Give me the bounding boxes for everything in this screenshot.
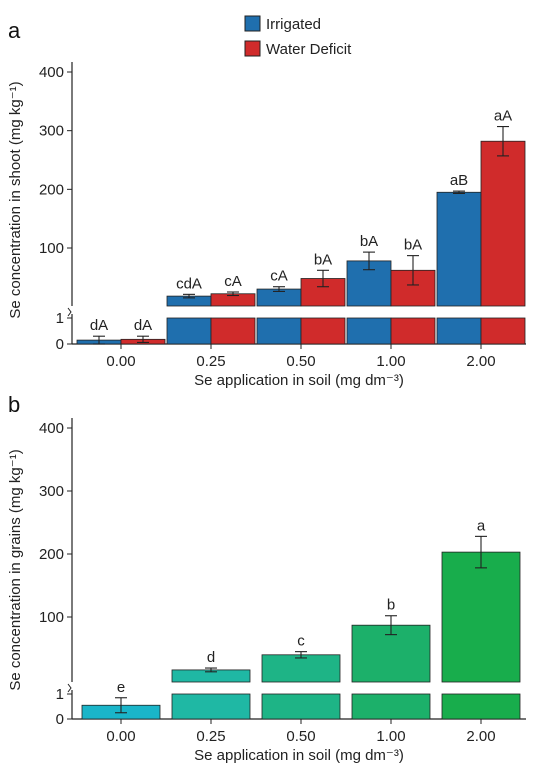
bar-lower-segment xyxy=(256,317,302,345)
panel-b-chart: 100 200 300 400 0 1 0.00 e 0.25 d 0.50 c 1.00 b 2.00 a S… xyxy=(7,418,526,764)
bar-lower-segment xyxy=(351,693,431,720)
bar-lower-segment xyxy=(261,693,341,720)
y-axis-title: Se concentration in grains (mg kg⁻¹) xyxy=(7,449,24,690)
significance-label: aA xyxy=(494,108,512,125)
x-tick-label: 1.00 xyxy=(376,353,405,370)
significance-label: cA xyxy=(224,273,242,290)
significance-label: a xyxy=(477,517,486,534)
significance-label: bA xyxy=(314,251,332,268)
significance-label: b xyxy=(387,597,395,614)
bar-lower-segment xyxy=(436,317,482,345)
x-tick-label: 0.50 xyxy=(286,353,315,370)
y-tick-label: 1 xyxy=(56,686,64,703)
y-tick-label: 1 xyxy=(56,310,64,327)
significance-label: dA xyxy=(134,317,152,334)
bar-lower-segment xyxy=(166,317,212,345)
y-tick-label: 200 xyxy=(39,546,64,563)
y-tick-label: 100 xyxy=(39,609,64,626)
significance-label: c xyxy=(297,633,305,650)
bar-lower-segment xyxy=(441,693,521,720)
bar xyxy=(441,551,521,683)
x-tick-label: 1.00 xyxy=(376,728,405,745)
y-tick-label: 0 xyxy=(56,711,64,728)
bar-lower-segment xyxy=(480,317,526,345)
significance-label: dA xyxy=(90,317,108,334)
significance-label: aB xyxy=(450,172,468,189)
panel-b-letter: b xyxy=(8,392,20,417)
x-axis-title: Se application in soil (mg dm⁻³) xyxy=(194,372,404,389)
bar-lower-segment xyxy=(171,693,251,720)
x-axis-title: Se application in soil (mg dm⁻³) xyxy=(194,747,404,764)
x-tick-label: 0.25 xyxy=(196,728,225,745)
bar-lower-segment xyxy=(210,317,256,345)
significance-label: cdA xyxy=(176,275,202,292)
panel-a-letter: a xyxy=(8,18,21,43)
significance-label: d xyxy=(207,649,215,666)
x-tick-label: 0.25 xyxy=(196,353,225,370)
bar-lower-segment xyxy=(346,317,392,345)
significance-label: e xyxy=(117,679,125,696)
bar-lower-segment xyxy=(390,317,436,345)
bar xyxy=(480,140,526,307)
legend-swatch-water-deficit xyxy=(244,40,261,57)
bar-lower-segment xyxy=(300,317,346,345)
y-tick-label: 0 xyxy=(56,336,64,353)
y-tick-label: 300 xyxy=(39,123,64,140)
panel-a-chart: 100 200 300 400 0 1 0.00 dA dA 0.25 cdA cA 0.50 cA bA 1… xyxy=(7,62,526,389)
x-tick-label: 0.00 xyxy=(106,728,135,745)
y-tick-label: 400 xyxy=(39,420,64,437)
y-axis-title: Se concentration in shoot (mg kg⁻¹) xyxy=(7,81,24,318)
x-tick-label: 2.00 xyxy=(466,353,495,370)
significance-label: cA xyxy=(270,268,288,285)
legend: Irrigated Water Deficit xyxy=(244,15,352,58)
y-tick-label: 100 xyxy=(39,240,64,257)
bar xyxy=(261,654,341,683)
legend-label-irrigated: Irrigated xyxy=(266,16,321,33)
y-tick-label: 300 xyxy=(39,483,64,500)
significance-label: bA xyxy=(404,237,422,254)
axis-break-mark xyxy=(67,307,72,317)
y-tick-label: 200 xyxy=(39,181,64,198)
axis-break-mark xyxy=(67,683,72,693)
significance-label: bA xyxy=(360,233,378,250)
y-tick-label: 400 xyxy=(39,64,64,81)
bar xyxy=(436,191,482,307)
x-tick-label: 0.00 xyxy=(106,353,135,370)
legend-label-water-deficit: Water Deficit xyxy=(266,41,352,58)
x-tick-label: 2.00 xyxy=(466,728,495,745)
x-tick-label: 0.50 xyxy=(286,728,315,745)
legend-swatch-irrigated xyxy=(244,15,261,32)
